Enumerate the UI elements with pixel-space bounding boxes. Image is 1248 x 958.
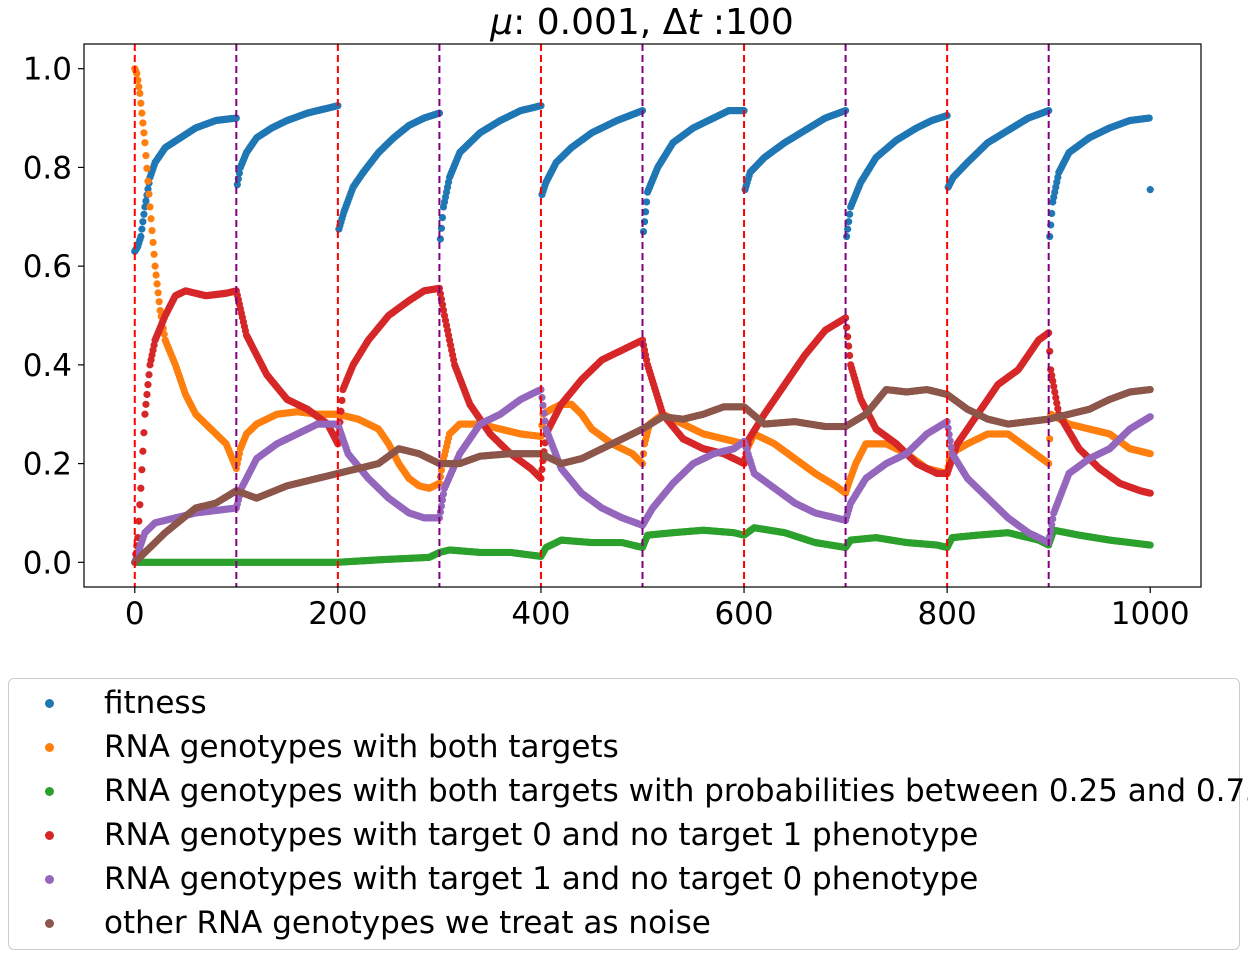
data-point	[140, 429, 148, 437]
data-point	[438, 213, 447, 222]
data-point	[160, 330, 168, 338]
data-point	[136, 501, 144, 509]
data-point	[1145, 114, 1153, 122]
data-point	[135, 83, 143, 91]
data-point	[1146, 186, 1154, 194]
data-point	[137, 484, 145, 492]
data-point	[436, 235, 445, 243]
data-point	[136, 89, 144, 97]
data-point	[134, 76, 142, 84]
data-point	[140, 210, 148, 218]
data-point	[1046, 435, 1054, 443]
data-point	[1146, 541, 1154, 549]
data-point	[947, 443, 955, 451]
data-point	[139, 447, 147, 455]
data-point	[846, 351, 854, 360]
data-point	[538, 393, 546, 402]
data-point	[438, 301, 447, 309]
data-point	[138, 225, 146, 233]
data-point	[148, 226, 156, 235]
data-point	[338, 396, 346, 405]
data-point	[1048, 209, 1056, 218]
chart-svg: μ: 0.001, Δt :100 0 200 400 600 800 10000.00.…	[23, 2, 1202, 632]
data-point	[146, 203, 154, 211]
data-point	[138, 466, 146, 474]
data-point	[639, 227, 648, 236]
data-point	[140, 129, 148, 137]
data-point	[144, 177, 152, 185]
data-point	[147, 215, 155, 223]
data-point	[538, 465, 546, 474]
data-point	[145, 190, 153, 198]
data-point	[152, 271, 160, 279]
data-point	[846, 210, 854, 218]
data-point	[142, 151, 150, 160]
plot-area	[131, 44, 1154, 587]
data-point	[139, 119, 147, 127]
data-point	[843, 323, 851, 331]
data-point	[235, 169, 243, 177]
data-point	[1146, 450, 1154, 458]
data-point	[141, 203, 149, 211]
data-point	[141, 410, 149, 418]
data-point	[232, 114, 240, 122]
data-point	[151, 262, 159, 270]
data-point	[138, 109, 146, 117]
data-point	[944, 424, 952, 432]
data-point	[135, 517, 143, 525]
data-point	[141, 139, 149, 147]
data-point	[137, 232, 145, 241]
data-point	[1046, 232, 1054, 241]
data-point	[139, 218, 147, 226]
data-point	[149, 238, 157, 247]
data-point	[639, 450, 648, 458]
data-point	[642, 198, 651, 206]
data-point	[142, 197, 150, 205]
data-point	[439, 306, 448, 314]
data-point	[153, 280, 161, 288]
data-point	[150, 250, 158, 258]
chart-title: μ: 0.001, Δt :100	[489, 2, 794, 43]
data-point	[142, 400, 150, 408]
data-point	[154, 289, 162, 297]
data-point	[1046, 347, 1054, 355]
data-point	[155, 298, 163, 306]
data-point	[337, 407, 345, 415]
data-point	[1146, 489, 1154, 497]
data-point	[137, 99, 145, 107]
data-point	[436, 473, 445, 481]
data-point	[144, 381, 152, 389]
data-point	[541, 417, 549, 425]
data-point	[143, 390, 151, 399]
data-point	[641, 208, 650, 216]
data-point	[845, 218, 853, 226]
data-point	[843, 232, 851, 241]
data-point	[156, 306, 164, 315]
series-fitness	[131, 102, 1154, 255]
data-point	[435, 479, 444, 487]
data-point	[143, 164, 151, 172]
data-point	[844, 225, 852, 233]
data-point	[145, 371, 153, 379]
